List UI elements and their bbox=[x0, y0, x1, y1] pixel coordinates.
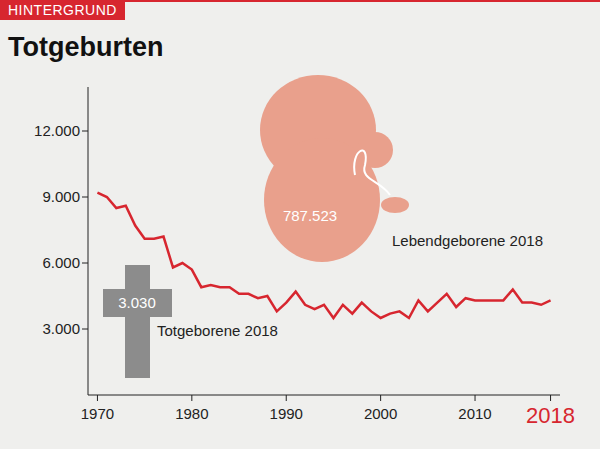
html-text:Totgeburten: Totgeburten bbox=[8, 32, 164, 62]
svg-text:787.523: 787.523 bbox=[283, 207, 337, 224]
svg-text:Totgeborene 2018: Totgeborene 2018 bbox=[157, 322, 278, 339]
svg-text:9.000: 9.000 bbox=[42, 188, 80, 205]
svg-text:Lebendgeborene 2018: Lebendgeborene 2018 bbox=[392, 232, 543, 249]
svg-text:1970: 1970 bbox=[81, 405, 114, 422]
svg-text:3.030: 3.030 bbox=[118, 294, 156, 311]
html-text:HINTERGRUND: HINTERGRUND bbox=[8, 2, 117, 18]
svg-text:2018: 2018 bbox=[526, 403, 575, 428]
svg-text:6.000: 6.000 bbox=[42, 254, 80, 271]
svg-text:2010: 2010 bbox=[458, 405, 491, 422]
svg-text:3.000: 3.000 bbox=[42, 320, 80, 337]
svg-text:12.000: 12.000 bbox=[34, 122, 80, 139]
svg-text:1980: 1980 bbox=[175, 405, 208, 422]
svg-text:2000: 2000 bbox=[364, 405, 397, 422]
svg-text:1990: 1990 bbox=[270, 405, 303, 422]
